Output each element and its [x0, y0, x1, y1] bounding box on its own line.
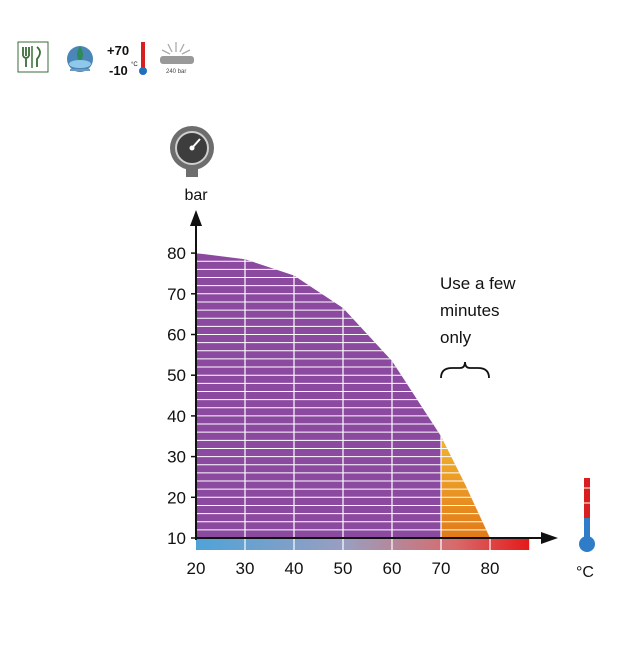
x-axis-thermometer-icon: [579, 478, 595, 552]
pressure-washer-icon: 240 bar: [160, 42, 194, 75]
washer-caption: 240 bar: [166, 69, 186, 75]
temperature-color-bar: [196, 538, 529, 550]
annotation: Use a few minutes only: [440, 274, 516, 378]
x-tick-label: 30: [236, 559, 255, 578]
y-tick-label: 10: [167, 529, 186, 548]
y-axis-label: bar: [184, 187, 208, 204]
thermometer-icon: +70 -10 °C: [107, 42, 147, 78]
x-tick-label: 80: [481, 559, 500, 578]
y-tick-label: 50: [167, 366, 186, 385]
y-axis-arrow: [190, 210, 202, 226]
annotation-line-1: Use a few: [440, 274, 516, 293]
x-tick-label: 60: [383, 559, 402, 578]
y-tick-label: 80: [167, 244, 186, 263]
cutlery-icon: [18, 42, 48, 72]
x-tick-label: 50: [334, 559, 353, 578]
water-drop-globe-icon: [67, 46, 93, 72]
y-tick-label: 70: [167, 285, 186, 304]
max-temp-label: +70: [107, 43, 129, 58]
temp-unit-label: °C: [131, 62, 138, 68]
series-area-1: [441, 436, 490, 538]
annotation-brace: [441, 362, 489, 378]
annotation-line-2: minutes: [440, 301, 500, 320]
y-tick-label: 60: [167, 326, 186, 345]
x-tick-label: 70: [432, 559, 451, 578]
x-tick-label: 20: [187, 559, 206, 578]
y-tick-label: 30: [167, 448, 186, 467]
x-axis-label: °C: [576, 564, 594, 581]
x-axis-arrow: [541, 532, 558, 544]
x-tick-label: 40: [285, 559, 304, 578]
y-tick-label: 40: [167, 407, 186, 426]
annotation-line-3: only: [440, 328, 472, 347]
y-tick-label: 20: [167, 488, 186, 507]
pressure-gauge-icon: [170, 126, 214, 177]
series-area-0: [196, 253, 441, 538]
min-temp-label: -10: [109, 63, 128, 78]
